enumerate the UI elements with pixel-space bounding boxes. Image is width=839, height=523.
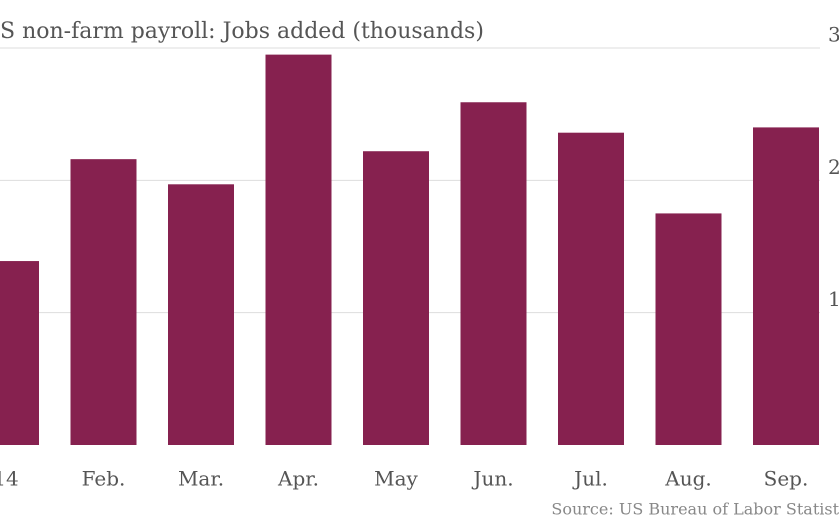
bar: [655, 213, 722, 445]
x-tick-label: May: [374, 467, 418, 491]
bar: [363, 151, 429, 445]
bar: [0, 261, 39, 445]
y-tick-label: 3: [828, 23, 839, 47]
x-tick-label: Sep.: [764, 467, 809, 491]
x-tick-label: Apr.: [277, 467, 319, 491]
x-tick-label: 14: [0, 467, 19, 491]
bar: [70, 159, 137, 445]
source-note: Source: US Bureau of Labor Statist: [551, 500, 839, 519]
x-tick-label: Mar.: [178, 467, 224, 491]
bar: [265, 54, 332, 445]
x-tick-label: Feb.: [82, 467, 126, 491]
chart-title: S non-farm payroll: Jobs added (thousand…: [0, 19, 484, 44]
y-tick-label: 2: [828, 155, 839, 179]
bar: [753, 127, 819, 446]
bar: [558, 132, 624, 445]
x-tick-label: Jul.: [572, 467, 608, 491]
y-tick-label: 1: [828, 287, 839, 311]
x-tick-label: Jun.: [471, 467, 513, 491]
x-tick-label: Aug.: [664, 467, 711, 491]
bar: [460, 102, 527, 446]
bar: [168, 184, 234, 445]
